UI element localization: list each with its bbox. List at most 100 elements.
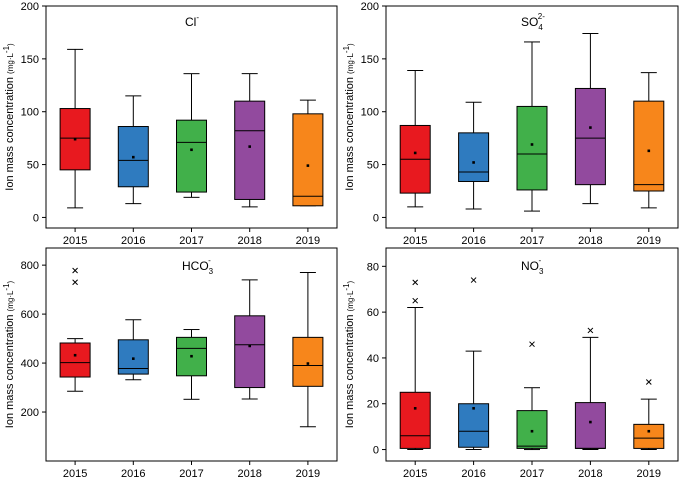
y-axis-label: Ion mass concentration (mg·L-1) — [342, 43, 356, 191]
y-axis-unit-close: ) — [346, 43, 355, 46]
x-tick-label: 2018 — [237, 468, 261, 480]
mean-marker — [248, 145, 251, 148]
mean-marker — [589, 420, 592, 424]
y-tick-label: 800 — [21, 260, 39, 272]
box-iqr — [574, 402, 606, 449]
x-tick-label: 2019 — [637, 468, 661, 480]
x-tick-label: 2019 — [296, 468, 320, 480]
y-axis-label-text: Ion mass concentration — [344, 311, 356, 428]
ion-title: HCO3 - — [182, 256, 214, 276]
ion-name: SO — [521, 15, 538, 29]
mean-marker — [306, 362, 310, 365]
x-tick-label: 2018 — [578, 235, 602, 247]
outlier-stroke — [72, 279, 78, 286]
outlier-marker — [529, 341, 535, 348]
y-axis-unit-exponent: -1 — [2, 45, 11, 53]
y-axis-unit-exponent: -1 — [342, 283, 351, 291]
y-axis-unit: (mg·L — [346, 290, 355, 311]
y-axis-unit-exponent: -1 — [342, 45, 351, 53]
y-axis-unit-exponent: -1 — [2, 283, 11, 291]
outlier-stroke — [529, 341, 535, 348]
mean-marker — [306, 164, 310, 167]
mean-marker — [413, 151, 417, 155]
ion-name: HCO — [182, 259, 209, 273]
x-tick-label: 2017 — [179, 468, 203, 480]
y-axis-unit: (mg·L — [6, 53, 15, 74]
ion-subscript: 3 — [539, 267, 544, 276]
box-2017 — [516, 41, 548, 212]
x-tick-label: 2016 — [121, 468, 145, 480]
outlier-stroke — [412, 279, 419, 286]
x-tick-label: 2016 — [121, 235, 145, 247]
y-axis-label: Ion mass concentration (mg·L-1) — [342, 280, 356, 428]
y-tick-label: 0 — [373, 212, 379, 224]
box-iqr — [399, 391, 431, 449]
mean-marker — [647, 429, 651, 433]
box-2018 — [574, 32, 606, 205]
box-2018 — [234, 279, 266, 400]
y-axis-unit-close: ) — [6, 280, 15, 283]
mean-marker — [248, 344, 251, 348]
ion-superscript: - — [208, 256, 211, 265]
y-axis-unit-close: ) — [346, 280, 355, 283]
outlier-marker — [587, 327, 594, 334]
y-tick-label: 80 — [367, 261, 379, 273]
box-iqr — [292, 113, 324, 207]
box-2019 — [292, 271, 324, 428]
ion-superscript: - — [538, 256, 541, 265]
x-tick-label: 2016 — [461, 235, 485, 247]
outlier-stroke — [587, 327, 594, 334]
mean-marker — [472, 161, 475, 164]
x-tick-label: 2015 — [403, 468, 427, 480]
y-tick-label: 400 — [21, 358, 39, 370]
mean-marker — [73, 137, 77, 141]
box-iqr — [458, 403, 490, 448]
box-2016 — [117, 95, 149, 205]
y-tick-label: 200 — [361, 1, 379, 13]
y-tick-label: 20 — [367, 399, 379, 411]
box-iqr — [516, 410, 548, 449]
outlier-marker — [412, 279, 419, 286]
box-iqr — [633, 100, 665, 192]
mean-marker — [647, 149, 651, 153]
box-2016 — [458, 277, 490, 451]
outlier-marker — [412, 297, 419, 304]
outlier-stroke — [72, 267, 78, 274]
y-axis-label: Ion mass concentration (mg·L-1) — [2, 280, 16, 428]
box-2015 — [59, 267, 91, 392]
x-tick-label: 2017 — [520, 468, 544, 480]
y-tick-label: 50 — [367, 160, 379, 172]
ion-superscript: 2- — [538, 12, 545, 21]
panel-2: 0 50 100 150 200 2015 2016 2017 2018 2019 Ion mass… — [342, 1, 679, 247]
box-iqr — [59, 342, 91, 378]
y-tick-label: 0 — [373, 445, 379, 457]
box-2019 — [633, 379, 665, 451]
y-tick-label: 40 — [367, 353, 379, 365]
mean-marker — [413, 407, 417, 410]
box-2019 — [633, 72, 665, 209]
x-tick-label: 2018 — [578, 468, 602, 480]
box-iqr — [176, 119, 207, 193]
y-tick-label: 100 — [21, 107, 39, 119]
y-axis-label-text: Ion mass concentration — [344, 74, 356, 191]
box-iqr — [516, 105, 548, 191]
box-iqr — [234, 100, 266, 200]
ion-name: NO — [521, 259, 539, 273]
y-axis-label-text: Ion mass concentration — [4, 74, 16, 191]
y-tick-label: 60 — [367, 307, 379, 319]
box-2016 — [458, 101, 490, 210]
y-axis-unit: (mg·L — [346, 53, 355, 74]
x-tick-label: 2018 — [237, 235, 261, 247]
box-2015 — [59, 48, 91, 209]
y-axis-label: Ion mass concentration (mg·L-1) — [2, 43, 16, 191]
x-tick-label: 2015 — [63, 468, 87, 480]
outlier-marker — [72, 279, 78, 286]
y-tick-label: 0 — [33, 212, 39, 224]
y-tick-label: 200 — [21, 407, 39, 419]
box-2018 — [234, 73, 266, 208]
x-tick-label: 2016 — [461, 468, 485, 480]
box-iqr — [234, 315, 266, 389]
box-2016 — [117, 319, 149, 381]
mean-marker — [530, 143, 534, 146]
